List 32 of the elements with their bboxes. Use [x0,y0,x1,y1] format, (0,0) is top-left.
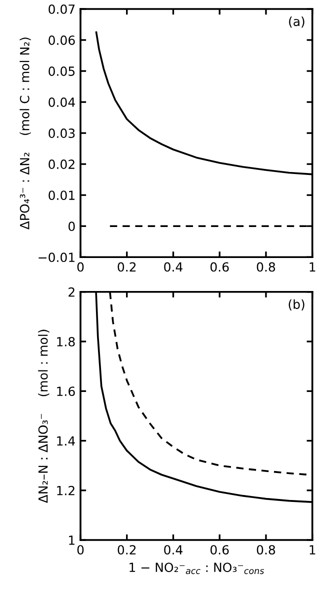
y-tick-label: 1 [69,536,74,545]
x-tick-label: 0 [77,262,84,272]
y-tick-label: 1.6 [57,386,75,396]
x-tick-label: 0.4 [164,262,182,272]
y-tick-label: 2 [68,287,74,297]
x-tick-label: 0 [77,545,84,555]
x-axis-title: 1 − NO₂⁻$_{acc}$ : NO₃⁻$_{cons}$ [130,562,264,574]
x-tick-label: 1 [310,262,316,272]
y-tick-label: 0.01 [48,190,74,200]
y-tick-label: 0.05 [48,66,75,76]
y-tick-label: 0.03 [48,128,75,138]
x-tick-label: 0.2 [118,545,136,555]
x-tick-label: 0.8 [256,262,276,272]
y-tick-label: 1.2 [57,486,74,496]
y-tick-label: −0.01 [38,252,74,262]
y-tick-label: 0.06 [48,35,75,45]
x-tick-label: 0.6 [210,262,229,272]
x-tick-label: 1 [310,545,316,554]
y-tick-label: 0.04 [48,98,75,107]
y-tick-label: 1.8 [57,336,75,346]
y-tick-label: 0.02 [48,160,74,170]
x-tick-label: 0.8 [256,545,276,555]
x-tick-label: 0.2 [118,262,136,272]
y-tick-label: 0 [68,222,75,232]
annotation: (a) [289,16,304,28]
y-axis-title: ΔN₂–N : ΔNO₃⁻ (mol : mol) [38,330,50,504]
x-tick-label: 0.6 [210,545,229,555]
x-tick-label: 0.4 [164,545,182,555]
y-tick-label: 0.07 [48,4,75,14]
annotation: (b) [288,299,304,310]
y-tick-label: 1.4 [57,436,75,446]
y-axis-title: ΔPO₄³⁻ : ΔN₂ (mol C : mol N₂) [20,38,31,230]
